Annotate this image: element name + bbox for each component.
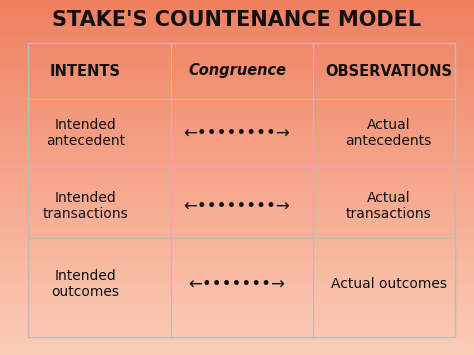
Bar [28,43,455,337]
Text: INTENTS: INTENTS [50,64,121,78]
Text: Actual outcomes: Actual outcomes [331,277,447,291]
Text: ←•••••••→: ←•••••••→ [189,275,285,293]
Text: Actual
antecedents: Actual antecedents [346,118,432,148]
Text: Actual
transactions: Actual transactions [346,191,431,221]
Text: Intended
transactions: Intended transactions [43,191,128,221]
Text: Intended
antecedent: Intended antecedent [46,118,125,148]
Text: OBSERVATIONS: OBSERVATIONS [325,64,452,78]
Text: Intended
outcomes: Intended outcomes [51,269,119,299]
Text: Congruence: Congruence [188,64,286,78]
Text: STAKE'S COUNTENANCE MODEL: STAKE'S COUNTENANCE MODEL [53,10,421,29]
Text: ←••••••••→: ←••••••••→ [183,124,291,142]
Text: ←••••••••→: ←••••••••→ [183,197,291,215]
